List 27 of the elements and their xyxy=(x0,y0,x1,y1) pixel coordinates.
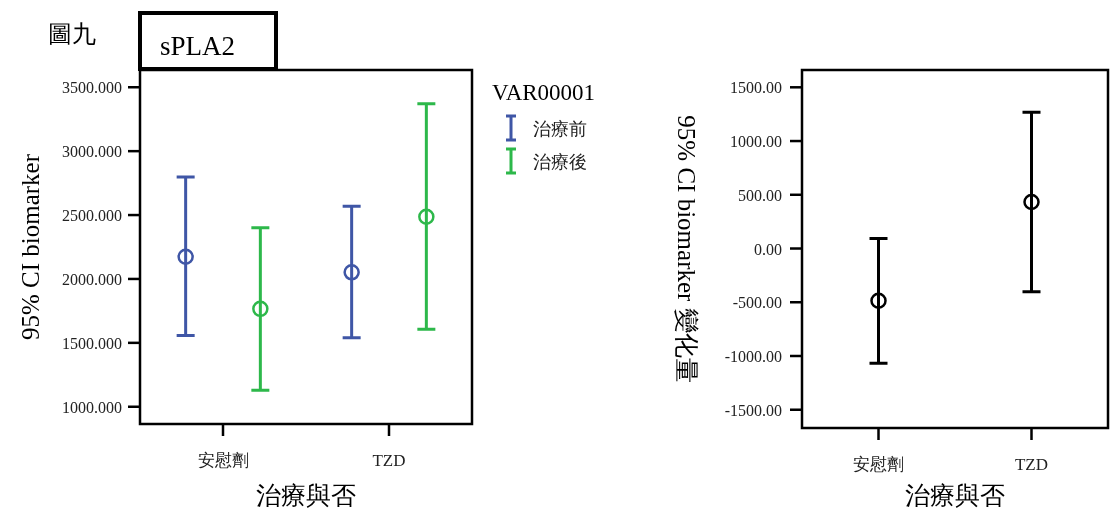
x-tick-label: TZD xyxy=(1014,455,1049,474)
x-axis-title: 治療與否 xyxy=(256,482,356,509)
legend-title: VAR00001 xyxy=(492,80,596,105)
y-axis-title: 95% CI biomarker 變化量 xyxy=(672,115,700,383)
y-tick-label: -500.00 xyxy=(732,294,782,312)
y-tick-label: -1000.00 xyxy=(724,347,782,365)
y-tick-label: 1500.000 xyxy=(62,334,122,352)
legend-label: 治療後 xyxy=(533,152,587,172)
y-tick-label: -1500.00 xyxy=(724,401,782,419)
chart-title: sPLA2 xyxy=(160,31,236,61)
y-tick-label: 0.00 xyxy=(754,240,782,258)
text: 圖九 xyxy=(48,21,96,47)
x-tick-label: 安慰劑 xyxy=(853,455,904,474)
y-tick-label: 3500.000 xyxy=(62,79,122,97)
x-tick-label: TZD xyxy=(372,451,406,470)
x-axis-title: 治療與否 xyxy=(905,482,1005,509)
title: sPLA2 xyxy=(138,11,278,71)
y-tick-label: 2000.000 xyxy=(62,270,122,288)
y-tick-label: 2500.000 xyxy=(62,207,122,225)
y-tick-label: 500.00 xyxy=(738,186,782,204)
y-tick-label: 1500.00 xyxy=(730,79,782,97)
x-tick-label: 安慰劑 xyxy=(197,451,249,470)
y-tick-label: 3000.000 xyxy=(62,143,122,161)
y-tick-label: 1000.00 xyxy=(730,133,782,151)
y-axis-title: 95% CI biomarker xyxy=(16,153,44,341)
legend-label: 治療前 xyxy=(533,119,587,139)
y-tick-label: 1000.000 xyxy=(62,398,122,416)
